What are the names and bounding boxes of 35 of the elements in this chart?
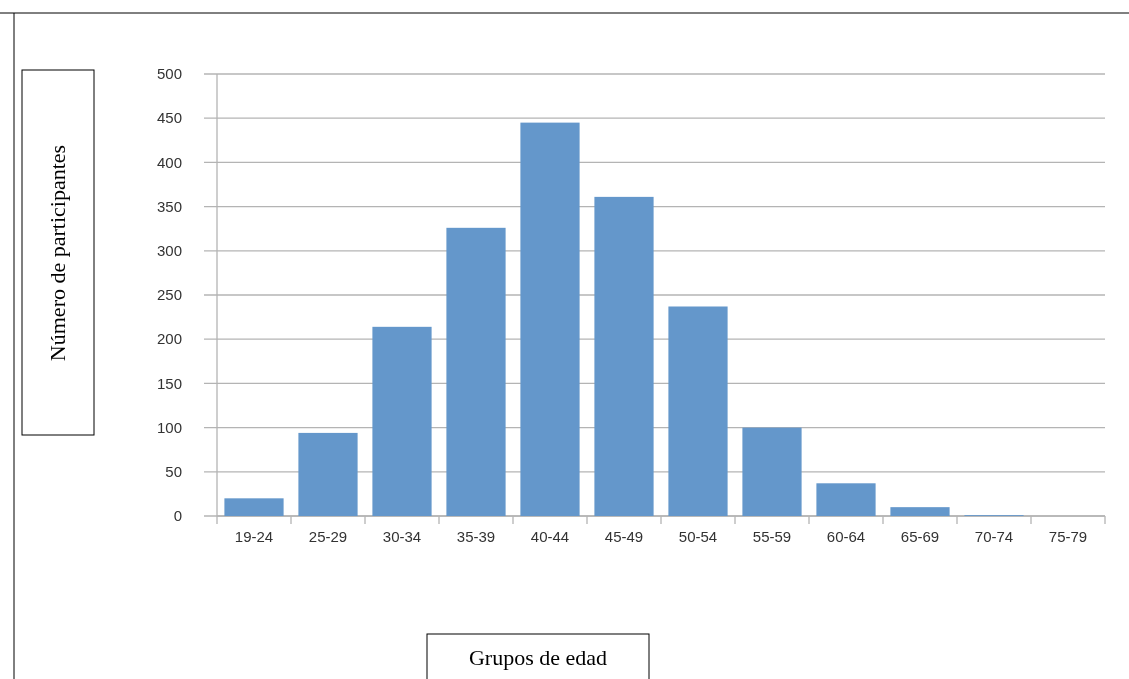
- bar: [224, 498, 284, 516]
- x-axis-title: Grupos de edad: [468, 644, 608, 670]
- x-tick-label: 65-69: [900, 528, 940, 545]
- x-tick-label: 35-39: [456, 528, 496, 545]
- bar: [742, 427, 802, 516]
- x-tick-label: 75-79: [1048, 528, 1088, 545]
- y-tick-label: 200: [156, 330, 182, 348]
- bar: [890, 507, 950, 516]
- x-tick-label: 60-64: [826, 528, 866, 545]
- x-tick-label: 50-54: [678, 528, 718, 545]
- y-tick-label: 0: [173, 507, 182, 525]
- y-tick-label: 350: [156, 197, 182, 215]
- y-tick-label: 250: [156, 286, 182, 304]
- x-tick-label: 30-34: [382, 528, 422, 545]
- x-tick-label: 25-29: [308, 528, 348, 545]
- bar: [298, 432, 358, 516]
- bar: [668, 306, 728, 516]
- y-tick-label: 400: [156, 153, 182, 171]
- bar: [520, 122, 580, 516]
- y-tick-label: 500: [156, 65, 182, 83]
- x-tick-label: 70-74: [974, 528, 1014, 545]
- x-tick-label: 45-49: [604, 528, 644, 545]
- x-tick-label: 55-59: [752, 528, 792, 545]
- x-tick-label: 40-44: [530, 528, 570, 545]
- y-tick-label: 150: [156, 374, 182, 392]
- x-tick-label: 19-24: [234, 528, 274, 545]
- y-tick-label: 450: [156, 109, 182, 127]
- bar: [816, 483, 876, 516]
- y-tick-label: 300: [156, 242, 182, 260]
- bar: [446, 227, 506, 516]
- y-axis-title: Número de participantes: [44, 144, 70, 362]
- y-tick-label: 100: [156, 418, 182, 436]
- bar: [372, 326, 432, 516]
- bar: [594, 196, 654, 516]
- y-tick-label: 50: [165, 463, 182, 481]
